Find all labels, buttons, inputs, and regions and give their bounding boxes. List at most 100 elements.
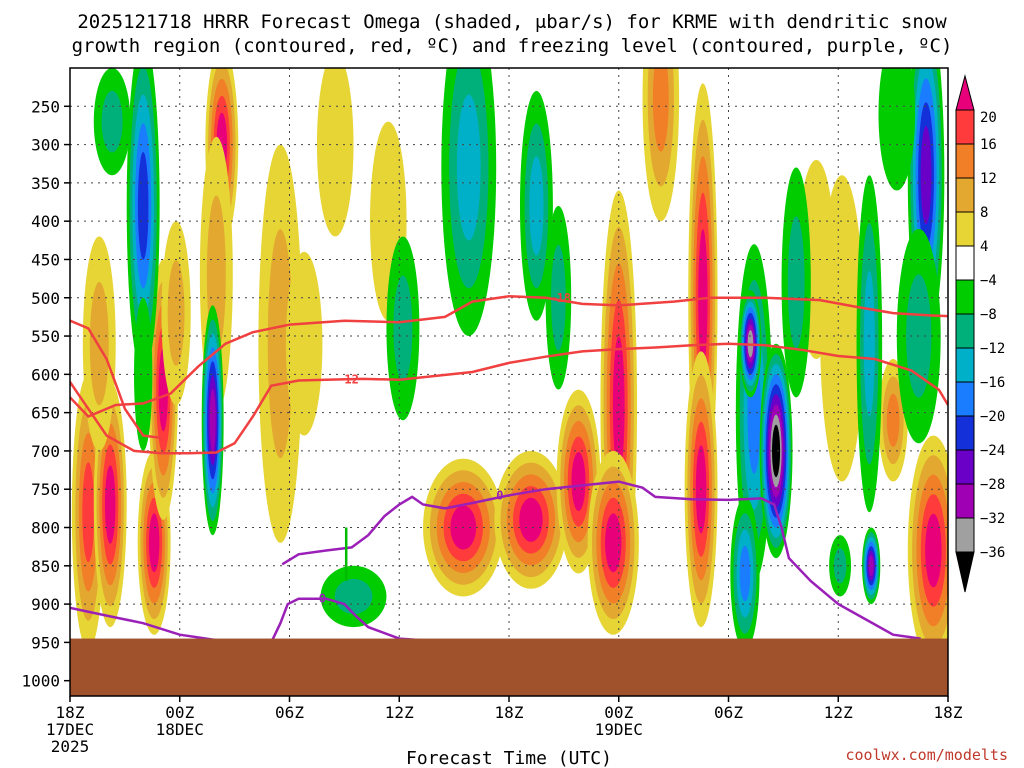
colorbar-segment-11 xyxy=(955,449,975,485)
x-tick-label-42-1: 12Z xyxy=(824,703,853,722)
colorbar-label-10: −24 xyxy=(980,443,1005,459)
colorbar-segment-3 xyxy=(955,177,975,213)
colorbar-label-7: −12 xyxy=(980,341,1005,357)
y-tick-label-250: 250 xyxy=(31,97,60,116)
colorbar-segment-4 xyxy=(955,211,975,247)
colorbar-label-13: −36 xyxy=(980,545,1005,561)
colorbar-segment-8 xyxy=(955,347,975,383)
contour-frz-0b xyxy=(281,480,921,640)
colorbar-label-12: −32 xyxy=(980,511,1005,527)
y-tick-label-800: 800 xyxy=(31,519,60,538)
colorbar-segment-13 xyxy=(955,517,975,553)
x-tick-label-48-1: 18Z xyxy=(934,703,963,722)
chart-title-line1: 2025121718 HRRR Forecast Omega (shaded, … xyxy=(77,11,947,33)
omega-cell-0-level-3 xyxy=(82,462,95,563)
colorbar-label-2: 12 xyxy=(980,171,997,187)
y-tick-label-350: 350 xyxy=(31,174,60,193)
omega-cell-1-level-4 xyxy=(104,465,116,544)
omega-cell-41-level-0 xyxy=(878,68,916,191)
colorbar-label-8: −16 xyxy=(980,375,1005,391)
omega-cell-33-level-8 xyxy=(772,424,781,478)
y-tick-label-900: 900 xyxy=(31,595,60,614)
omega-cell-31-level-1 xyxy=(551,244,566,351)
colorbar-segment-1 xyxy=(955,109,975,145)
ground-surface xyxy=(70,638,948,696)
omega-cell-29-level-2 xyxy=(456,94,481,241)
omega-cell-5-level-1 xyxy=(167,260,185,366)
contour-lines: −18 −12 0 0 xyxy=(70,291,948,648)
omega-cell-39-level-5 xyxy=(920,126,932,225)
omega-cell-43-level-3 xyxy=(739,545,751,602)
colorbar: 20 16 12 8 4 −4 −8 −12 −16 −20 −24 −28 −32 −36 xyxy=(955,74,1005,593)
x-tick-label-18-1: 12Z xyxy=(385,703,414,722)
x-tick-label-0-2: 17DEC xyxy=(46,720,94,739)
x-tick-label-12-1: 06Z xyxy=(275,703,304,722)
omega-cell-16-level-4 xyxy=(605,513,622,573)
contour-label-frz-0: 0 xyxy=(319,592,326,606)
omega-cell-28-level-1 xyxy=(393,275,413,382)
omega-cell-21-level-4 xyxy=(925,513,942,588)
omega-cell-25-level-4 xyxy=(137,151,149,260)
y-tick-label-850: 850 xyxy=(31,557,60,576)
x-tick-label-6-1: 00Z xyxy=(165,703,194,722)
x-tick-label-0-3: 2025 xyxy=(51,737,90,756)
contour-iso-m12 xyxy=(70,342,948,455)
y-tick-label-500: 500 xyxy=(31,289,60,308)
contour-iso-cb xyxy=(70,319,162,440)
y-tick-label-600: 600 xyxy=(31,365,60,384)
contour-frz-0 xyxy=(70,597,473,648)
omega-cell-9-level-0 xyxy=(285,251,323,436)
omega-cell-30-level-2 xyxy=(529,156,544,256)
colorbar-segment-5 xyxy=(955,245,975,281)
credit-text: coolwx.com/modelts xyxy=(845,746,1008,764)
colorbar-bottom-arrow xyxy=(955,551,975,593)
omega-cell-14-level-4 xyxy=(571,452,586,511)
omega-cell-42-level-1 xyxy=(334,578,373,615)
y-tick-label-750: 750 xyxy=(31,480,60,499)
omega-cell-3-level-4 xyxy=(148,513,160,573)
colorbar-label-0: 20 xyxy=(980,110,997,126)
colorbar-label-5: −4 xyxy=(980,273,997,289)
y-tick-label-300: 300 xyxy=(31,136,60,155)
y-tick-label-400: 400 xyxy=(31,212,60,231)
omega-cell-8-level-1 xyxy=(267,229,293,459)
colorbar-label-4: 4 xyxy=(980,239,988,255)
omega-cell-27-level-6 xyxy=(209,389,216,452)
colorbar-label-6: −8 xyxy=(980,307,997,323)
x-tick-label-0-1: 18Z xyxy=(56,703,85,722)
y-tick-label-550: 550 xyxy=(31,327,60,346)
omega-cell-24-level-1 xyxy=(101,90,123,153)
colorbar-segment-10 xyxy=(955,415,975,451)
plot-area: −18 −12 0 0 xyxy=(70,68,948,696)
omega-cell-23-level-0 xyxy=(819,175,864,482)
colorbar-top-arrow xyxy=(955,74,975,111)
omega-cell-37-level-6 xyxy=(868,555,874,577)
y-tick-label-700: 700 xyxy=(31,442,60,461)
contour-label-iso-m12: −12 xyxy=(337,373,359,387)
colorbar-label-1: 16 xyxy=(980,137,997,153)
contour-label-frz-0b: 0 xyxy=(496,488,503,502)
omega-cell-22-level-2 xyxy=(886,393,900,447)
colorbar-label-3: 8 xyxy=(980,205,988,221)
x-axis-label: Forecast Time (UTC) xyxy=(406,748,612,768)
colorbar-segment-12 xyxy=(955,483,975,519)
omega-cell-36-level-2 xyxy=(863,270,875,417)
x-tick-label-30-2: 19DEC xyxy=(595,720,643,739)
colorbar-segment-9 xyxy=(955,381,975,417)
x-tick-label-36-1: 06Z xyxy=(714,703,743,722)
omega-cell-35-level-1 xyxy=(787,216,805,349)
y-tick-label-950: 950 xyxy=(31,633,60,652)
colorbar-label-11: −28 xyxy=(980,477,1005,493)
y-tick-label-650: 650 xyxy=(31,404,60,423)
chart-title-line2: growth region (contoured, red, ºC) and f… xyxy=(72,35,953,57)
y-axis-ticks: 250 300 350 400 450 500 550 600 650 700 750 800 850 9… xyxy=(21,97,70,691)
omega-cell-11-level-0 xyxy=(316,68,354,237)
x-tick-label-6-2: 18DEC xyxy=(156,720,204,739)
colorbar-segment-7 xyxy=(955,313,975,349)
omega-cell-17-level-2 xyxy=(652,68,669,152)
x-tick-label-24-1: 18Z xyxy=(495,703,524,722)
colorbar-segment-2 xyxy=(955,143,975,179)
colorbar-segment-6 xyxy=(955,279,975,315)
